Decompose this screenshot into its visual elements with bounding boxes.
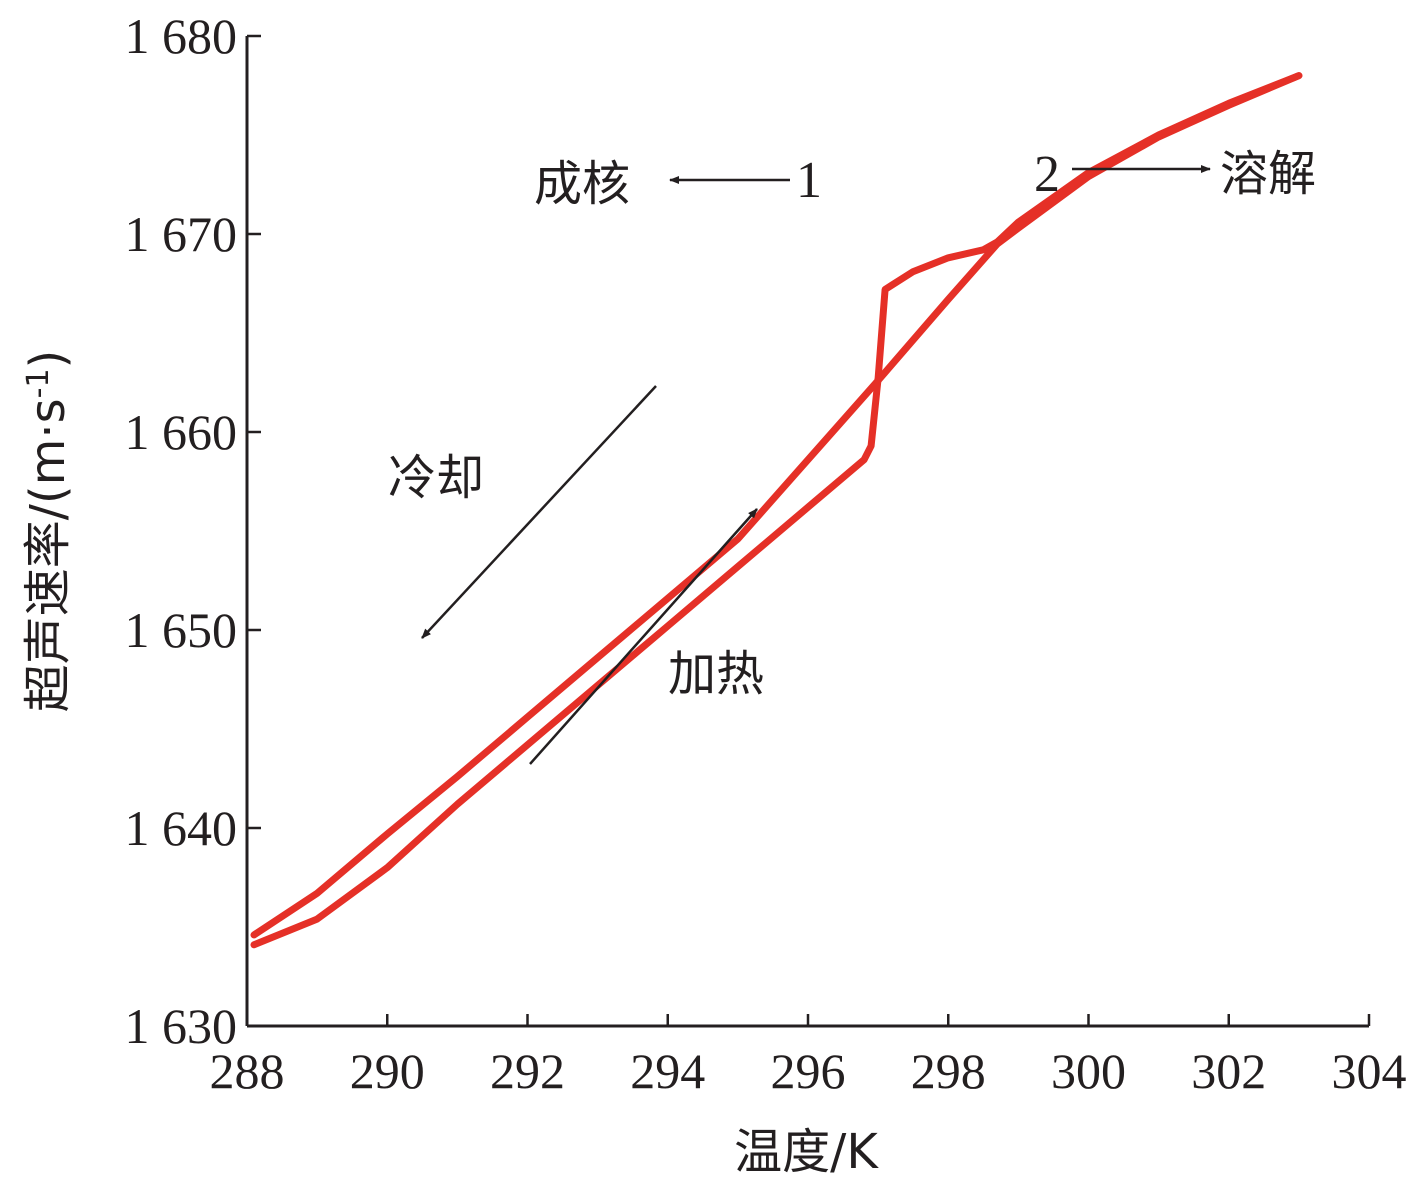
x-tick-label: 290 bbox=[350, 1043, 425, 1099]
y-axis-title-close: ) bbox=[20, 350, 76, 369]
x-tick-label: 292 bbox=[490, 1043, 565, 1099]
annotation-label-1: 1 bbox=[796, 152, 822, 209]
x-tick-label: 304 bbox=[1332, 1043, 1407, 1099]
x-ticks: 288 290 292 294 296 298 300 302 304 bbox=[210, 1014, 1407, 1099]
y-ticks: 1 630 1 640 1 650 1 660 1 670 1 680 bbox=[125, 8, 261, 1054]
y-tick-label: 1 630 bbox=[125, 998, 238, 1054]
x-tick-label: 296 bbox=[771, 1043, 846, 1099]
y-axis-title: 超声速率/(m·s-1) bbox=[20, 350, 76, 713]
y-tick-label: 1 670 bbox=[125, 206, 238, 262]
annotation-dissolution: 溶解 bbox=[1220, 146, 1316, 202]
y-axis-title-main: 超声速率/(m·s bbox=[20, 398, 76, 712]
y-axis-title-superscript: -1 bbox=[21, 368, 56, 398]
x-tick-label: 294 bbox=[630, 1043, 705, 1099]
series-line-1 bbox=[250, 72, 1303, 949]
annotation-label-2: 2 bbox=[1034, 146, 1060, 203]
series-layer bbox=[250, 72, 1303, 949]
x-axis-title: 温度/K bbox=[734, 1124, 879, 1180]
annotation-nucleation: 成核 bbox=[534, 156, 630, 212]
x-tick-label: 302 bbox=[1191, 1043, 1266, 1099]
arrow-heating bbox=[529, 508, 758, 765]
annotation-heating: 加热 bbox=[668, 646, 764, 702]
x-tick-label: 298 bbox=[911, 1043, 986, 1099]
x-tick-label: 300 bbox=[1051, 1043, 1126, 1099]
x-tick-label: 288 bbox=[210, 1043, 285, 1099]
y-tick-label: 1 640 bbox=[125, 800, 238, 856]
arrow-cooling bbox=[421, 385, 657, 639]
y-tick-label: 1 650 bbox=[125, 602, 238, 658]
annotation-cooling: 冷却 bbox=[388, 450, 484, 506]
y-tick-label: 1 660 bbox=[125, 404, 238, 460]
y-tick-label: 1 680 bbox=[125, 8, 238, 64]
